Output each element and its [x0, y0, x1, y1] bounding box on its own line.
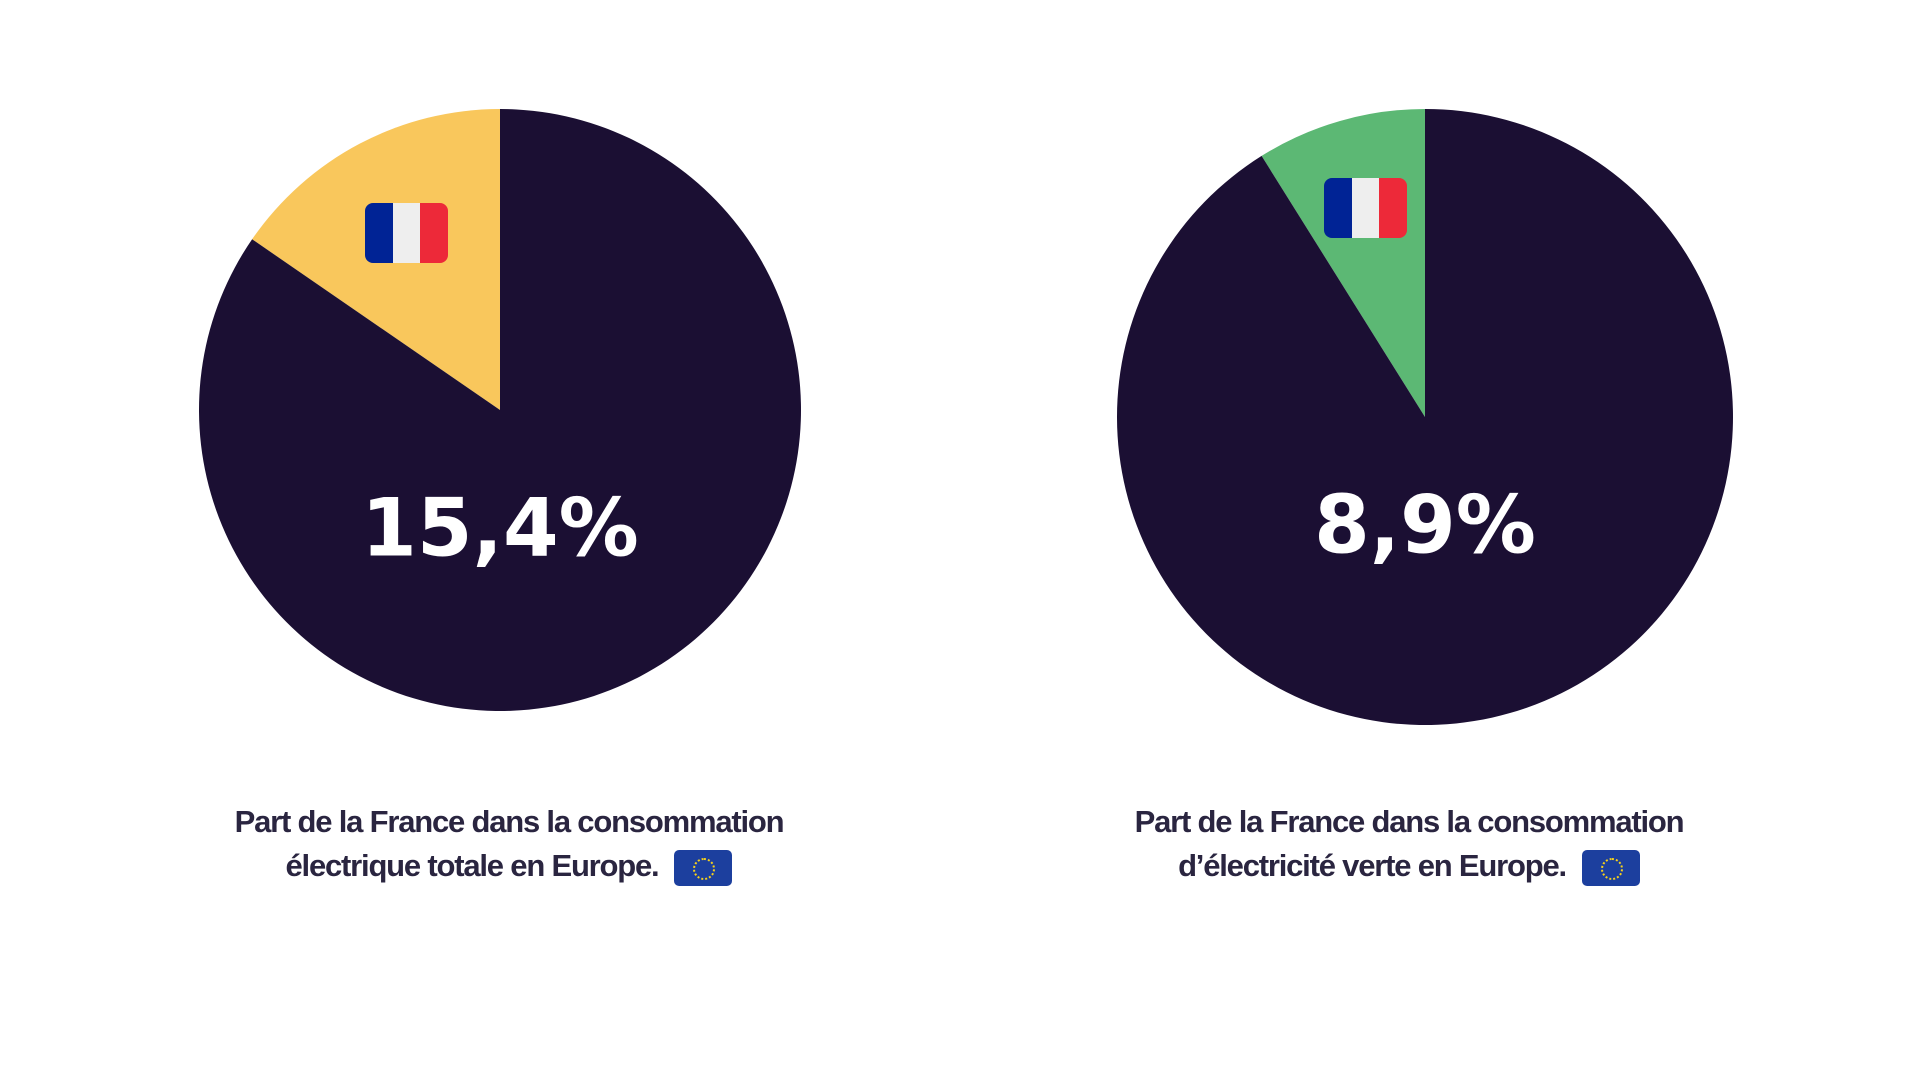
pie-chart-green	[1116, 109, 1733, 725]
caption-line2: d’électricité verte en Europe.	[1050, 844, 1768, 888]
pie-slice-rest	[198, 109, 801, 711]
caption-highlight: électrique totale	[286, 844, 505, 888]
caption-line2: électrique totale en Europe.	[150, 844, 868, 888]
caption-rest: en Europe.	[1417, 848, 1567, 883]
caption-line1: Part de la France dans la consommation	[1134, 804, 1685, 839]
caption-rest: en Europe.	[510, 848, 659, 883]
percent-label: 8,9%	[1314, 478, 1536, 572]
caption-highlight: d’électricité verte	[1178, 844, 1411, 888]
percent-label: 15,4%	[361, 481, 639, 575]
pie-slice-rest	[1116, 109, 1733, 725]
eu-flag-icon	[1581, 849, 1640, 886]
caption-total: Part de la France dans la consommation é…	[150, 800, 868, 888]
eu-flag-icon	[674, 849, 733, 886]
pie-chart-total	[198, 109, 801, 711]
caption-green: Part de la France dans la consommation d…	[1050, 800, 1768, 888]
caption-line1: Part de la France dans la consommation	[234, 804, 785, 839]
france-flag-icon	[1324, 178, 1407, 238]
france-flag-icon	[365, 203, 448, 263]
